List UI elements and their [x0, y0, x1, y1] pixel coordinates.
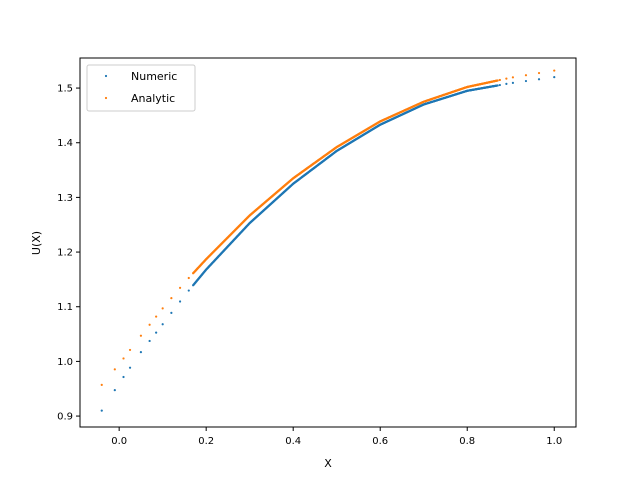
y-tick-label: 1.2 — [57, 248, 73, 259]
data-point-analytic — [161, 307, 164, 310]
data-point-numeric — [524, 79, 528, 83]
data-point-numeric — [511, 81, 515, 84]
data-point-analytic — [178, 286, 182, 289]
data-point-numeric — [128, 366, 132, 369]
x-axis-label: X — [324, 457, 332, 470]
x-tick-label: 1.0 — [546, 436, 562, 447]
data-point-analytic — [113, 368, 116, 371]
data-point-numeric — [178, 300, 182, 303]
data-point-numeric — [553, 76, 556, 79]
data-point-numeric — [498, 83, 501, 87]
legend-label-analytic: Analytic — [131, 92, 175, 105]
x-axis: 0.0 0.2 0.4 0.6 0.8 1.0 — [111, 427, 562, 447]
data-point-numeric — [122, 375, 125, 379]
data-point-analytic — [128, 348, 132, 352]
data-point-numeric — [496, 84, 499, 87]
data-point-analytic — [498, 78, 501, 82]
data-point-analytic — [148, 323, 151, 326]
data-point-numeric — [148, 339, 151, 343]
data-point-numeric — [537, 78, 541, 81]
y-tick-label: 1.5 — [57, 84, 73, 95]
data-point-analytic — [187, 276, 190, 280]
y-tick-label: 1.1 — [57, 302, 73, 313]
data-point-numeric — [113, 389, 116, 392]
x-tick-label: 0.2 — [198, 436, 214, 447]
x-tick-label: 0.6 — [372, 436, 388, 447]
y-axis-label: U(X) — [30, 231, 43, 255]
x-tick-label: 0.0 — [111, 436, 127, 447]
x-tick-label: 0.8 — [459, 436, 475, 447]
data-point-numeric — [170, 311, 173, 314]
y-tick-label: 1.3 — [57, 193, 73, 204]
data-point-numeric — [161, 323, 164, 326]
data-point-analytic — [100, 383, 103, 387]
data-point-analytic — [170, 297, 173, 300]
legend: Numeric Analytic — [86, 64, 196, 112]
data-point-numeric — [100, 409, 103, 412]
data-point-numeric — [139, 351, 143, 354]
y-tick-label: 1.0 — [57, 357, 73, 368]
data-point-numeric — [155, 331, 158, 334]
data-point-analytic — [524, 74, 528, 77]
data-point-analytic — [537, 71, 541, 75]
y-tick-label: 1.4 — [57, 138, 73, 149]
legend-marker-analytic — [104, 96, 108, 100]
legend-marker-numeric — [104, 74, 108, 78]
data-point-analytic — [155, 315, 158, 318]
legend-label-numeric: Numeric — [131, 70, 177, 83]
data-point-numeric — [505, 82, 508, 86]
data-point-analytic — [505, 77, 508, 80]
data-point-analytic — [511, 76, 515, 79]
legend-box — [86, 64, 196, 112]
x-tick-label: 0.4 — [285, 436, 301, 447]
data-point-analytic — [139, 334, 143, 337]
y-axis: 0.9 1.0 1.1 1.2 1.3 1.4 1.5 — [57, 84, 80, 423]
data-points — [100, 69, 556, 412]
data-point-analytic — [553, 69, 556, 72]
y-tick-label: 0.9 — [57, 412, 73, 423]
data-point-analytic — [122, 357, 125, 360]
data-point-numeric — [187, 289, 190, 292]
data-point-analytic — [496, 79, 499, 82]
plot-frame — [79, 57, 577, 428]
